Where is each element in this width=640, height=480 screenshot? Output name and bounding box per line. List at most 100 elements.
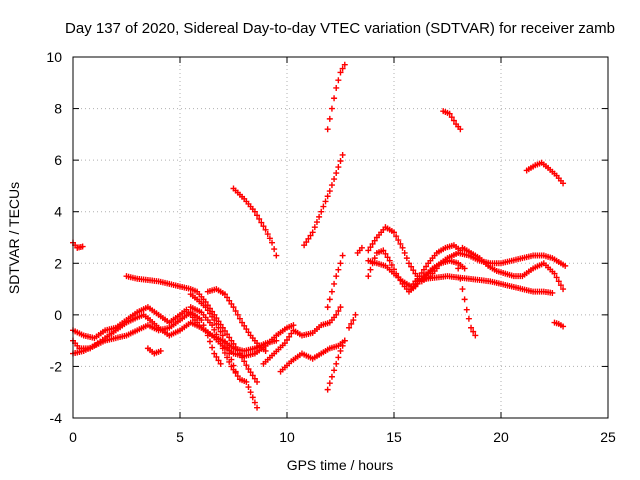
- data-point: [217, 328, 224, 335]
- data-point: [206, 338, 213, 345]
- series-track-x: [455, 265, 479, 339]
- x-tick-label: 25: [600, 429, 616, 445]
- data-point: [230, 362, 237, 369]
- data-point: [324, 126, 331, 133]
- data-point: [281, 340, 288, 347]
- data-point: [202, 304, 209, 311]
- data-point: [461, 265, 468, 272]
- data-point: [331, 176, 338, 183]
- data-point: [333, 170, 340, 177]
- data-point: [341, 61, 348, 68]
- data-point: [461, 296, 468, 303]
- data-point: [551, 270, 558, 277]
- data-point: [228, 356, 235, 363]
- data-point: [249, 394, 256, 401]
- data-point: [224, 294, 231, 301]
- data-point: [232, 344, 239, 351]
- data-point: [251, 375, 258, 382]
- series-track-r: [354, 244, 365, 256]
- y-tick-label: 10: [46, 49, 62, 65]
- data-point: [264, 231, 271, 238]
- data-point: [290, 322, 297, 329]
- data-point: [408, 263, 415, 270]
- series-track-bb: [551, 319, 567, 330]
- data-point: [211, 350, 218, 357]
- grid: [73, 57, 608, 418]
- data-point: [560, 323, 567, 330]
- data-point: [382, 250, 389, 257]
- data-point: [79, 243, 86, 250]
- series-track-d: [70, 309, 224, 367]
- data-point: [286, 333, 293, 340]
- data-point: [560, 180, 567, 187]
- y-tick-label: 4: [54, 204, 62, 220]
- y-tick-label: 2: [54, 255, 62, 271]
- data-point: [202, 298, 209, 305]
- data-point: [326, 115, 333, 122]
- x-tick-label: 15: [386, 429, 402, 445]
- data-point: [230, 340, 237, 347]
- data-point: [557, 282, 564, 289]
- data-point: [337, 347, 344, 354]
- data-point: [269, 239, 276, 246]
- x-tick-label: 5: [176, 429, 184, 445]
- data-point: [217, 360, 224, 367]
- data-point: [271, 246, 278, 253]
- data-point: [219, 345, 226, 352]
- data-point: [247, 389, 254, 396]
- data-point: [420, 266, 427, 273]
- data-point: [397, 240, 404, 247]
- data-point: [301, 242, 308, 249]
- series-track-u: [365, 242, 464, 290]
- data-point: [339, 252, 346, 259]
- data-point: [348, 320, 355, 327]
- data-point: [215, 324, 222, 331]
- data-point: [258, 219, 265, 226]
- data-point: [369, 240, 376, 247]
- plot-frame: [72, 56, 609, 419]
- data-point: [388, 262, 395, 269]
- data-point: [211, 317, 218, 324]
- series-track-p: [324, 61, 348, 133]
- series-track-aa: [523, 159, 567, 187]
- data-point: [322, 198, 329, 205]
- series-track-q: [346, 311, 359, 331]
- series-track-j: [230, 185, 280, 259]
- data-point: [335, 164, 342, 171]
- data-point: [251, 399, 258, 406]
- data-point: [350, 317, 357, 324]
- data-point: [243, 378, 250, 385]
- data-point: [367, 266, 374, 273]
- data-point: [251, 208, 258, 215]
- data-point: [228, 300, 235, 307]
- data-point: [331, 280, 338, 287]
- x-tick-label: 10: [279, 429, 295, 445]
- data-point: [234, 373, 241, 380]
- data-point: [254, 404, 261, 411]
- data-point: [549, 289, 556, 296]
- data-point: [204, 307, 211, 314]
- data-point: [309, 229, 316, 236]
- data-point: [224, 344, 231, 351]
- data-point: [339, 65, 346, 72]
- series-track-i: [144, 345, 164, 357]
- y-tick-label: -4: [50, 410, 63, 426]
- data-point: [337, 304, 344, 311]
- series-track-m: [324, 337, 348, 393]
- data-point: [241, 358, 248, 365]
- data-point: [245, 366, 252, 373]
- data-point: [423, 263, 430, 270]
- data-point: [328, 182, 335, 189]
- data-point: [418, 269, 425, 276]
- data-point: [326, 380, 333, 387]
- data-point: [328, 288, 335, 295]
- data-point: [232, 368, 239, 375]
- data-point: [448, 114, 455, 121]
- data-point: [198, 317, 205, 324]
- y-axis-label: SDTVAR / TECUs: [6, 182, 22, 294]
- data-point: [243, 362, 250, 369]
- series-track-z: [440, 108, 464, 133]
- data-point: [465, 315, 472, 322]
- data-point: [260, 223, 267, 230]
